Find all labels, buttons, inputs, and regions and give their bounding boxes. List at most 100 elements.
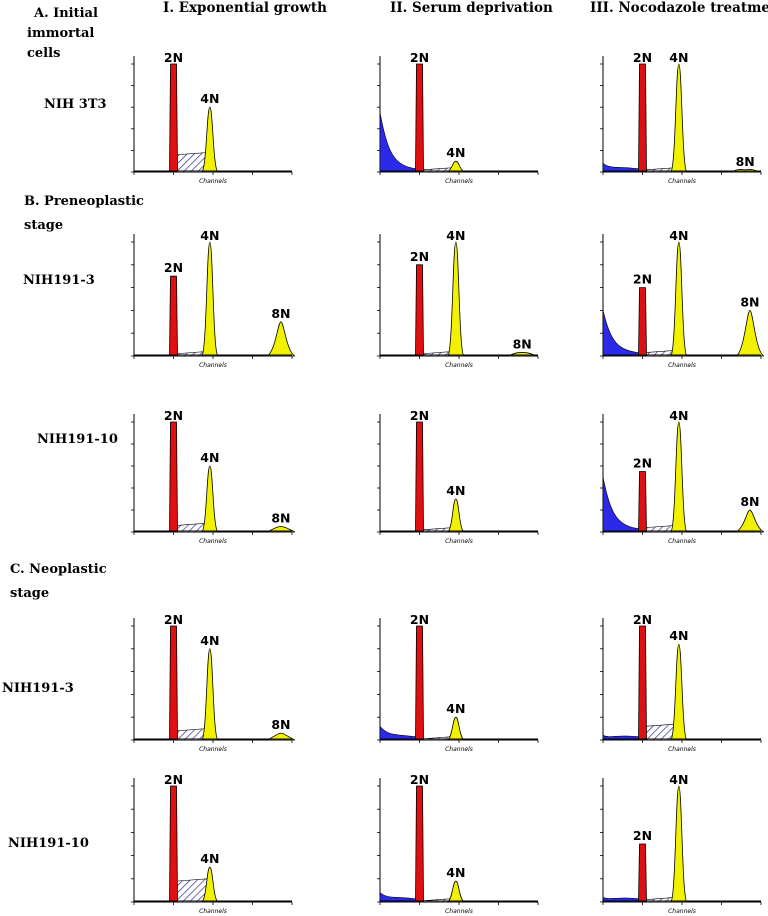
peak-label-2n: 2N <box>410 772 429 787</box>
flow-histogram-r1-c1: Channels 2N 4N 8N <box>377 228 539 369</box>
peak-8n <box>735 509 765 533</box>
peak-2n <box>415 264 424 357</box>
debris-area <box>602 310 641 357</box>
column-header-serum-deprivation: II. Serum deprivation <box>390 0 553 16</box>
row-label-nih-3t3: NIH 3T3 <box>44 97 107 112</box>
peak-label-4n: 4N <box>446 865 465 880</box>
peak-label-4n: 4N <box>200 450 219 465</box>
peak-label-4n: 4N <box>200 851 219 866</box>
peak-2n <box>415 785 424 903</box>
peak-4n <box>669 785 688 903</box>
flow-histogram-r3-c1: Channels 2N 4N <box>377 612 539 753</box>
peak-2n <box>169 63 178 173</box>
peak-2n <box>638 843 647 903</box>
peak-4n <box>669 63 688 173</box>
peak-2n <box>638 287 647 357</box>
debris-area <box>602 476 641 533</box>
s-phase-area <box>176 152 208 173</box>
x-axis-label: Channels <box>668 362 696 369</box>
peak-label-2n: 2N <box>633 272 652 287</box>
peak-4n <box>669 643 688 741</box>
debris-area <box>379 725 418 741</box>
row-label-nih191-10-neoplastic: NIH191-10 <box>8 836 89 851</box>
peak-label-8n: 8N <box>740 294 759 309</box>
x-axis-label: Channels <box>199 178 227 185</box>
section-c-line-2: stage <box>10 586 50 601</box>
peak-label-4n: 4N <box>669 50 688 65</box>
peak-label-4n: 4N <box>669 408 688 423</box>
section-a-line-3: cells <box>27 46 61 61</box>
peak-2n <box>638 471 647 533</box>
peak-label-8n: 8N <box>271 306 290 321</box>
flow-histogram-r3-c0: Channels 2N 4N 8N <box>131 612 296 753</box>
peak-label-2n: 2N <box>633 50 652 65</box>
x-axis-label: Channels <box>668 538 696 545</box>
peak-4n <box>446 160 465 173</box>
peak-2n <box>415 63 424 173</box>
peak-label-2n: 2N <box>410 408 429 423</box>
x-axis-label: Channels <box>668 908 696 915</box>
peak-2n <box>169 421 178 533</box>
peak-4n <box>446 716 465 741</box>
flow-histogram-r1-c0: Channels 2N 4N 8N <box>131 228 296 369</box>
flow-histogram-r0-c1: Channels 2N 4N <box>377 50 539 185</box>
peak-4n <box>446 498 465 533</box>
flow-histogram-r3-c2: Channels 2N 4N <box>600 612 762 753</box>
peak-2n <box>415 625 424 741</box>
peak-label-4n: 4N <box>669 628 688 643</box>
x-axis-label: Channels <box>445 538 473 545</box>
section-b-line-2: stage <box>24 218 64 233</box>
peak-label-2n: 2N <box>633 828 652 843</box>
section-a-line-2: immortal <box>27 26 95 41</box>
peak-label-8n: 8N <box>271 511 290 526</box>
x-axis-label: Channels <box>445 178 473 185</box>
x-axis-label: Channels <box>199 908 227 915</box>
column-header-exponential-growth: I. Exponential growth <box>163 0 327 16</box>
x-axis-label: Channels <box>199 746 227 753</box>
peak-4n <box>200 465 219 533</box>
peak-label-2n: 2N <box>410 50 429 65</box>
x-axis-label: Channels <box>445 746 473 753</box>
row-label-nih191-3-neoplastic: NIH191-3 <box>2 681 74 696</box>
flow-histogram-r1-c2: Channels 2N 4N 8N <box>600 228 765 369</box>
peak-2n <box>638 625 647 741</box>
peak-2n <box>415 421 424 533</box>
peak-label-2n: 2N <box>633 612 652 627</box>
x-axis-label: Channels <box>445 908 473 915</box>
peak-8n <box>266 321 296 357</box>
peak-label-8n: 8N <box>271 717 290 732</box>
flow-histogram-r4-c2: Channels 2N 4N <box>600 772 762 915</box>
peak-4n <box>446 241 465 357</box>
peak-4n <box>200 648 219 741</box>
peak-label-2n: 2N <box>410 249 429 264</box>
flow-histogram-r2-c1: Channels 2N 4N <box>377 408 539 545</box>
peak-label-4n: 4N <box>669 772 688 787</box>
peak-2n <box>169 625 178 741</box>
x-axis-label: Channels <box>445 362 473 369</box>
peak-2n <box>638 63 647 173</box>
peak-8n <box>266 732 296 741</box>
flow-histogram-r4-c0: Channels 2N 4N <box>131 772 293 915</box>
peak-label-4n: 4N <box>669 228 688 243</box>
s-phase-area <box>645 723 677 741</box>
peak-label-2n: 2N <box>633 456 652 471</box>
peak-label-2n: 2N <box>164 50 183 65</box>
flow-histogram-r0-c2: Channels 2N 4N 8N <box>600 50 762 185</box>
x-axis-label: Channels <box>668 178 696 185</box>
section-b-line-1: B. Preneoplastic <box>24 194 144 209</box>
peak-8n <box>735 309 765 357</box>
peak-4n <box>200 241 219 357</box>
peak-label-2n: 2N <box>164 772 183 787</box>
debris-area <box>379 112 418 173</box>
peak-4n <box>669 421 688 533</box>
flow-histogram-r4-c1: Channels 2N 4N <box>377 772 539 915</box>
peak-label-2n: 2N <box>164 612 183 627</box>
peak-4n <box>669 241 688 357</box>
peak-label-4n: 4N <box>446 483 465 498</box>
peak-label-4n: 4N <box>446 228 465 243</box>
peak-label-8n: 8N <box>740 494 759 509</box>
x-axis-label: Channels <box>199 362 227 369</box>
row-label-nih191-3-preneoplastic: NIH191-3 <box>23 273 95 288</box>
peak-label-8n: 8N <box>736 154 755 169</box>
peak-label-8n: 8N <box>513 337 532 352</box>
